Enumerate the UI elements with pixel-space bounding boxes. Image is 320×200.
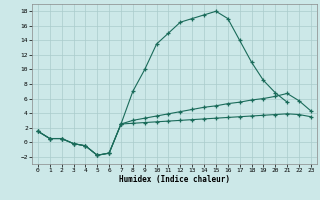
X-axis label: Humidex (Indice chaleur): Humidex (Indice chaleur) (119, 175, 230, 184)
